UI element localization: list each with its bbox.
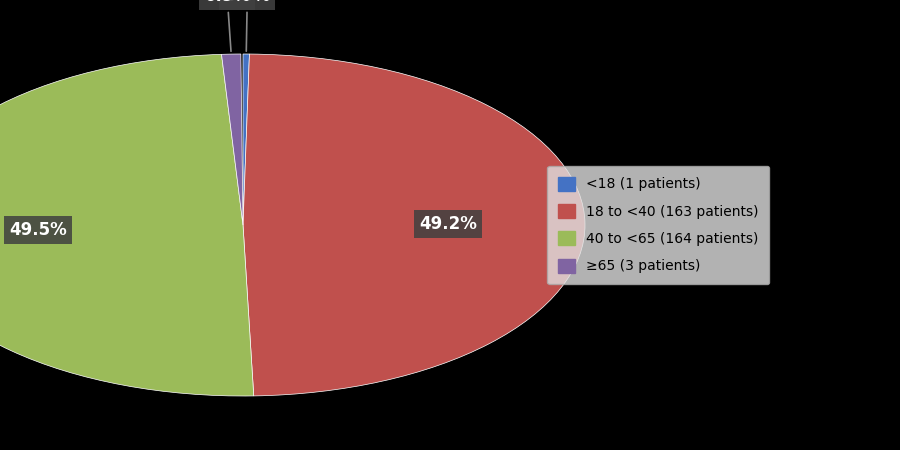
Text: 49.2%: 49.2%: [419, 216, 477, 234]
Text: 0.3%: 0.3%: [224, 0, 270, 51]
Wedge shape: [243, 54, 585, 396]
Text: 0.9%: 0.9%: [204, 0, 250, 51]
Wedge shape: [0, 54, 254, 396]
Legend: <18 (1 patients), 18 to <40 (163 patients), 40 to <65 (164 patients), ≥65 (3 pat: <18 (1 patients), 18 to <40 (163 patient…: [547, 166, 770, 284]
Wedge shape: [221, 54, 243, 225]
Wedge shape: [243, 54, 249, 225]
Text: 49.5%: 49.5%: [9, 221, 67, 239]
